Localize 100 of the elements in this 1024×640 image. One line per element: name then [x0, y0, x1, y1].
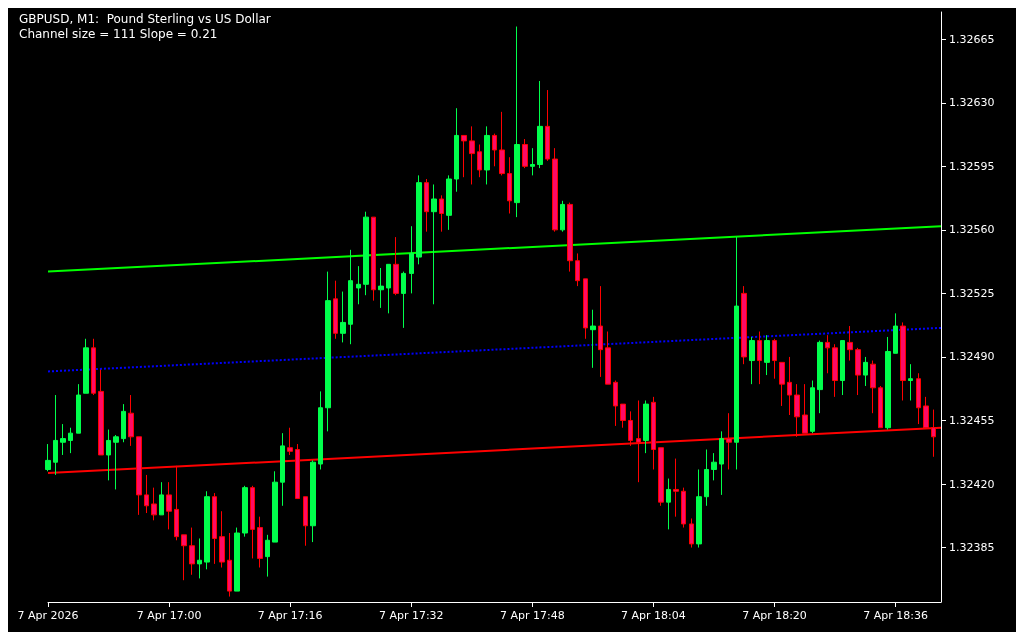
candlestick [106, 429, 111, 481]
candlestick [757, 331, 762, 385]
candlestick [514, 26, 520, 218]
y-tick-label: 1.32595 [949, 159, 995, 173]
y-tick-label: 1.32665 [949, 32, 995, 46]
candlestick [431, 183, 437, 305]
candlestick [378, 267, 384, 309]
candlestick [371, 216, 376, 302]
y-tick-label: 1.32420 [949, 477, 995, 491]
candlestick [45, 443, 51, 472]
candlestick [68, 427, 73, 454]
candlestick [76, 383, 81, 434]
y-tick-label: 1.32560 [949, 223, 995, 237]
candlestick [484, 125, 490, 185]
candlestick [340, 291, 346, 343]
candlestick [916, 372, 921, 425]
candlestick [840, 340, 845, 396]
x-tick-label: 7 Apr 17:48 [499, 609, 565, 622]
candlestick [863, 356, 868, 387]
candlestick [696, 468, 702, 549]
candlestick [60, 423, 66, 456]
candlestick [545, 89, 550, 162]
candlestick [257, 516, 263, 569]
y-tick-label: 1.32490 [949, 350, 995, 364]
y-tick-label: 1.32385 [949, 541, 995, 555]
text: Channel size = 111 Slope = 0.21 [19, 27, 218, 41]
candlestick [113, 434, 119, 490]
candlestick [620, 403, 626, 429]
candlestick [280, 432, 285, 507]
candlestick [598, 285, 603, 378]
candlestick [772, 338, 777, 380]
candlestick [98, 369, 104, 456]
candlestick [461, 134, 467, 178]
candlestick [900, 321, 906, 401]
candlestick [492, 133, 497, 167]
candlestick [348, 249, 353, 345]
candlestick [560, 200, 565, 233]
candlestick [575, 252, 580, 287]
candlestick [318, 390, 323, 470]
candlestick [749, 336, 755, 385]
candlestick [734, 236, 739, 470]
candlestick [704, 449, 709, 507]
candlestick [219, 510, 225, 569]
candlestick [416, 174, 422, 265]
candlestick [121, 403, 126, 443]
candlestick [537, 80, 543, 169]
candlestick [401, 271, 406, 329]
candlestick [325, 271, 331, 432]
candlestick [855, 347, 861, 396]
candlestick [522, 138, 528, 169]
candlestick [719, 430, 724, 496]
candlestick [53, 394, 58, 476]
candlestick [393, 236, 399, 296]
candlestick [166, 481, 172, 530]
candlestick [825, 334, 830, 374]
candlestick [764, 334, 770, 376]
candlestick [893, 312, 898, 354]
candlestick [151, 487, 157, 521]
candlestick [832, 343, 838, 398]
candlestick [499, 111, 505, 176]
x-tick-label: 7 Apr 17:16 [257, 609, 323, 622]
candlestick [234, 527, 240, 592]
candlestick [673, 458, 679, 518]
candlestick [303, 496, 308, 547]
candlestick [159, 481, 164, 516]
candlestick [333, 280, 338, 340]
chart-title: GBPUSD, M1: Pound Sterling vs US Dollar [19, 12, 271, 26]
candlestick [272, 470, 278, 543]
candlestick [567, 202, 573, 273]
candlestick [552, 147, 558, 233]
candlestick [507, 156, 512, 215]
x-tick-label: 7 Apr 17:32 [378, 609, 444, 622]
candlestick [287, 427, 293, 456]
candlestick [454, 107, 459, 193]
candlestick [446, 174, 452, 231]
candlestick [83, 338, 89, 394]
x-tick-label: 7 Apr 18:36 [863, 609, 928, 622]
candlestick [144, 474, 149, 514]
candlestick [605, 331, 611, 385]
candlestick [681, 487, 686, 529]
candlestick [386, 263, 391, 314]
candlestick [878, 385, 883, 429]
candlestick [189, 527, 195, 576]
candlestick [870, 360, 876, 414]
x-tick-label: 7 Apr 2026 [17, 609, 79, 622]
candlestick [779, 361, 785, 407]
candlestick [643, 399, 649, 454]
candlestick [885, 336, 891, 431]
candlestick [310, 459, 316, 543]
candlestick [181, 534, 187, 581]
candlestick [666, 478, 671, 530]
candlestick [439, 194, 444, 233]
candlestick [363, 211, 369, 296]
x-tick-label: 7 Apr 18:20 [742, 609, 807, 622]
candlestick [250, 485, 255, 559]
candlestick [469, 125, 475, 185]
candlestick [689, 517, 694, 549]
candlestick [128, 394, 134, 447]
candlestick [409, 225, 414, 294]
y-tick-label: 1.32455 [949, 413, 995, 427]
